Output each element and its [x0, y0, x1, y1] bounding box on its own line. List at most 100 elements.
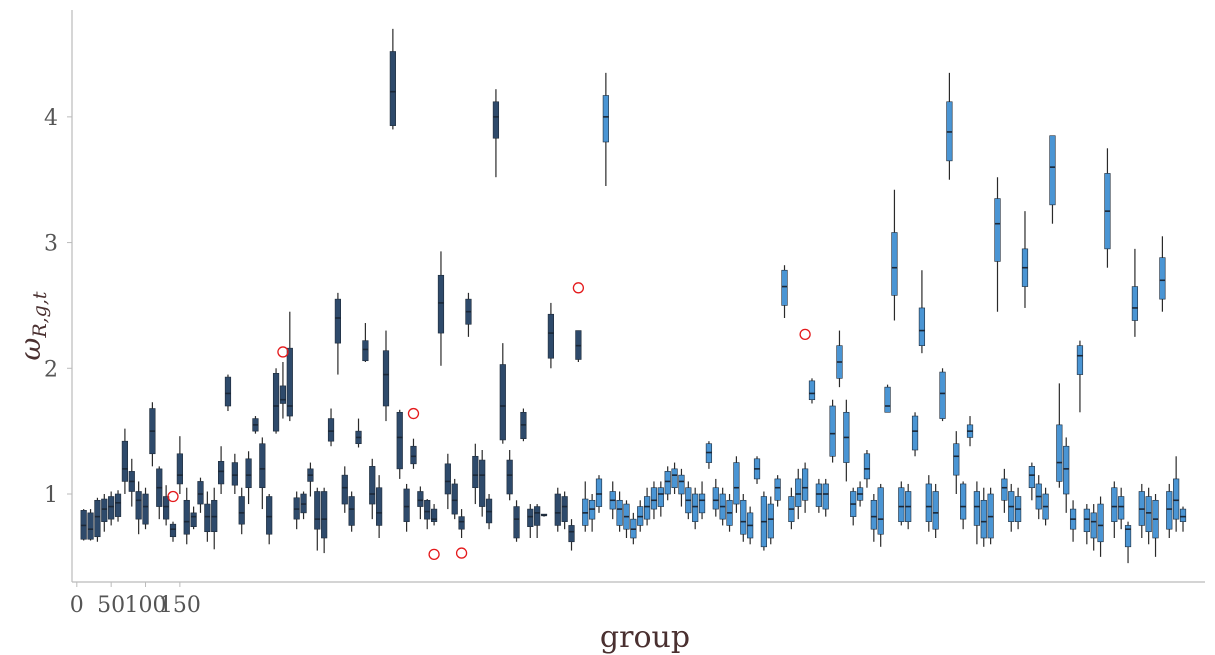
y-tick-label: 4	[44, 106, 58, 131]
box-body	[1063, 445, 1070, 495]
box-body	[1001, 478, 1008, 501]
box-body	[1173, 478, 1180, 520]
y-tick-label: 2	[44, 357, 58, 382]
box-153	[1124, 521, 1132, 564]
box-105	[795, 468, 802, 520]
box-body	[279, 385, 287, 404]
box-142	[1049, 135, 1056, 224]
box-115	[863, 450, 871, 488]
box-111	[836, 330, 843, 388]
box-body	[114, 493, 122, 517]
outlier-point	[428, 548, 440, 560]
x-axis-title: group	[600, 620, 690, 655]
box-body	[451, 483, 458, 515]
box-body	[616, 499, 623, 526]
box-body	[444, 463, 451, 495]
box-90	[692, 487, 699, 530]
box-body	[101, 498, 108, 522]
box-138	[1021, 211, 1029, 308]
box-140	[1035, 475, 1042, 520]
y-axis-title: ωR,g,t	[14, 291, 51, 360]
box-body	[169, 523, 177, 538]
box-13	[163, 485, 170, 526]
box-73	[575, 330, 582, 362]
box-body	[939, 371, 946, 419]
box-128	[953, 431, 960, 494]
box-50	[417, 486, 424, 520]
box-103	[781, 265, 788, 318]
box-body	[692, 493, 699, 522]
box-48	[403, 483, 410, 532]
box-84	[650, 481, 658, 520]
x-tick-label: 50	[97, 593, 125, 618]
box-body	[245, 458, 252, 489]
box-146	[1076, 340, 1084, 413]
box-41	[355, 418, 362, 448]
plot-area	[80, 28, 1187, 564]
box-59	[479, 450, 486, 517]
box-46	[389, 28, 396, 130]
box-27	[259, 437, 266, 510]
outlier-point	[277, 346, 289, 358]
box-83	[643, 487, 651, 526]
box-57	[465, 292, 472, 337]
box-125	[932, 483, 939, 538]
box-35	[314, 487, 321, 551]
box-19	[204, 491, 211, 542]
box-body	[1028, 466, 1035, 489]
box-body	[602, 95, 609, 143]
box-107	[808, 378, 816, 404]
box-134	[994, 177, 1001, 312]
box-body	[94, 499, 101, 538]
box-body	[671, 468, 678, 489]
box-body	[142, 493, 149, 525]
box-body	[314, 491, 321, 530]
box-body	[1049, 135, 1056, 206]
box-body	[231, 462, 238, 486]
box-87	[671, 462, 678, 494]
box-148	[1090, 504, 1097, 551]
box-135	[1001, 468, 1008, 513]
outlier-point	[407, 407, 420, 420]
box-38	[334, 292, 342, 375]
box-body	[1159, 257, 1166, 300]
box-body	[534, 506, 541, 526]
box-158	[1159, 236, 1166, 312]
box-26	[252, 416, 259, 434]
box-body	[863, 453, 871, 480]
box-body	[108, 496, 115, 520]
box-126	[939, 368, 946, 422]
box-body	[389, 51, 396, 126]
box-10	[142, 487, 149, 530]
box-62	[499, 343, 506, 444]
box-11	[149, 402, 156, 467]
x-tick-label: 150	[159, 593, 201, 618]
box-body	[973, 491, 980, 526]
y-axis-title-subscript: R,g,t	[29, 291, 51, 339]
box-47	[396, 409, 403, 479]
box-4	[101, 494, 108, 532]
box-body	[403, 488, 410, 522]
box-body	[795, 478, 802, 507]
box-body	[911, 415, 919, 451]
box-49	[410, 438, 417, 469]
box-body	[176, 453, 183, 485]
box-body	[327, 418, 335, 442]
box-145	[1069, 500, 1077, 542]
box-104	[788, 487, 795, 530]
box-129	[960, 481, 967, 530]
box-body	[437, 274, 445, 334]
box-body	[272, 373, 280, 432]
box-body	[417, 491, 424, 507]
box-70	[554, 487, 561, 532]
box-51	[424, 499, 431, 530]
box-body	[163, 496, 170, 520]
box-body	[479, 459, 486, 507]
box-131	[973, 481, 980, 545]
box-body	[224, 376, 232, 407]
box-body	[1179, 508, 1187, 522]
box-133	[987, 487, 994, 545]
box-54	[444, 453, 451, 510]
box-18	[197, 477, 204, 513]
box-body	[698, 493, 706, 514]
